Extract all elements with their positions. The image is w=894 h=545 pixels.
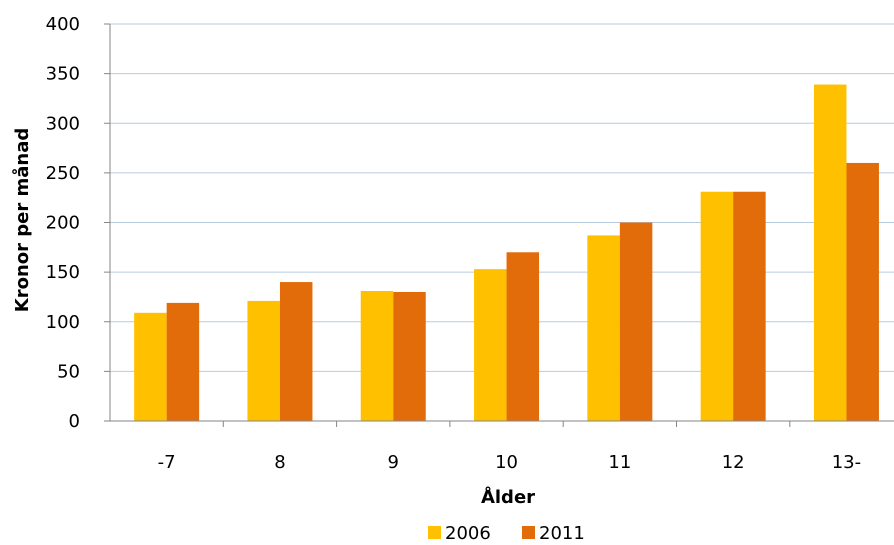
y-tick-label: 350 — [46, 64, 80, 85]
bar-2006-10 — [474, 269, 507, 421]
y-tick-label: 400 — [46, 14, 80, 35]
x-tick-label: 13- — [832, 452, 861, 473]
bar-2011-12 — [733, 192, 766, 421]
bar-2011--7 — [167, 303, 200, 421]
y-tick-label: 150 — [46, 262, 80, 283]
legend: 2006 2011 — [428, 523, 585, 544]
y-tick-label: 300 — [46, 113, 80, 134]
y-tick-label: 50 — [57, 361, 80, 382]
y-tick-label: 100 — [46, 312, 80, 333]
x-tick-label: 10 — [495, 452, 518, 473]
x-tick-labels: -7 8 9 10 11 12 13- — [158, 452, 861, 473]
bar-2011-13- — [846, 163, 879, 421]
bar-2006-8 — [247, 301, 280, 421]
x-tick-label: -7 — [158, 452, 176, 473]
legend-label-2006: 2006 — [445, 523, 491, 544]
x-tick-label: 8 — [274, 452, 285, 473]
legend-swatch-2006 — [428, 526, 441, 539]
bars — [134, 85, 879, 421]
bar-2006-11 — [587, 235, 620, 421]
x-tick-label: 9 — [388, 452, 399, 473]
y-tick-labels: 0 50 100 150 200 250 300 350 400 — [46, 14, 110, 432]
bar-2006-12 — [701, 192, 734, 421]
x-axis-title: Ålder — [481, 485, 535, 508]
legend-label-2011: 2011 — [539, 523, 585, 544]
legend-swatch-2011 — [522, 526, 535, 539]
y-tick-label: 200 — [46, 213, 80, 234]
x-tick-label: 11 — [608, 452, 631, 473]
bar-2011-10 — [507, 252, 540, 421]
bar-2011-9 — [393, 292, 426, 421]
y-tick-label: 250 — [46, 163, 80, 184]
y-axis-title: Kronor per månad — [11, 128, 33, 313]
x-tick-label: 12 — [722, 452, 745, 473]
bar-2006-9 — [361, 291, 394, 421]
bar-2011-11 — [620, 223, 653, 422]
bar-2006--7 — [134, 313, 167, 421]
y-tick-label: 0 — [69, 411, 80, 432]
bar-2006-13- — [814, 85, 847, 421]
bar-2011-8 — [280, 282, 313, 421]
